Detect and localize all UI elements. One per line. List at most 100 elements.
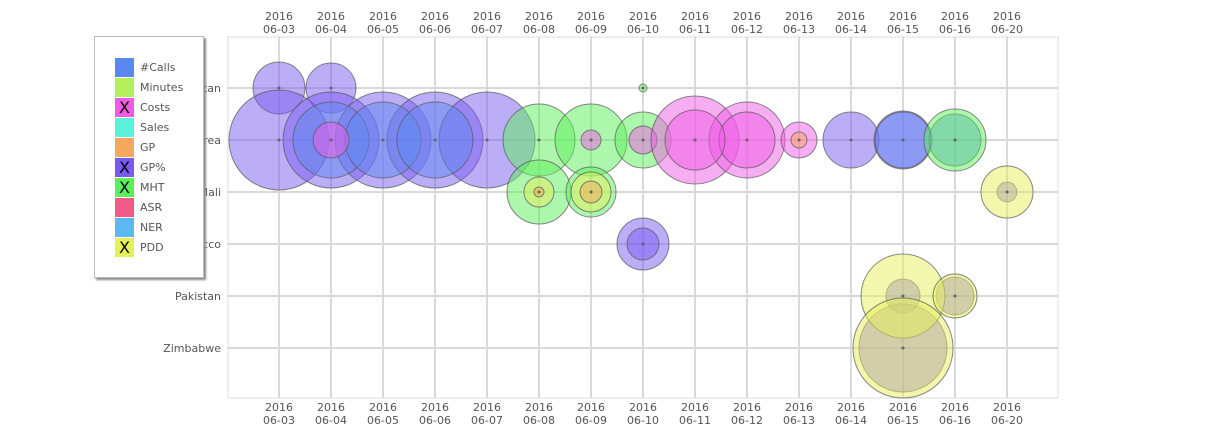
legend-label: Sales <box>140 120 170 134</box>
bubble-center <box>693 138 697 142</box>
x-tick-year: 2016 <box>265 401 293 414</box>
bubble-center <box>589 190 593 194</box>
bubbles <box>228 61 1034 399</box>
x-tick-date: 06-09 <box>575 414 607 427</box>
x-tick-year: 2016 <box>317 401 345 414</box>
legend-label: Minutes <box>140 80 184 94</box>
x-tick-year: 2016 <box>837 10 865 23</box>
x-axis-bottom-labels: 201606-03201606-04201606-05201606-062016… <box>263 401 1023 427</box>
x-tick-year: 2016 <box>993 401 1021 414</box>
x-tick-date: 06-13 <box>783 414 815 427</box>
bubble-center <box>277 138 281 142</box>
legend-swatch <box>115 57 134 77</box>
bubble-center <box>849 138 853 142</box>
legend-swatch <box>115 197 134 217</box>
x-tick-year: 2016 <box>837 401 865 414</box>
bubble-center <box>537 190 541 194</box>
x-tick-year: 2016 <box>889 10 917 23</box>
bubble-center <box>485 138 489 142</box>
x-tick-year: 2016 <box>733 10 761 23</box>
x-tick-year: 2016 <box>525 10 553 23</box>
x-tick-date: 06-12 <box>731 23 763 36</box>
legend-label: PDD <box>140 240 164 254</box>
x-tick-date: 06-06 <box>419 414 451 427</box>
bubble-center <box>901 138 905 142</box>
x-tick-year: 2016 <box>577 10 605 23</box>
bubble-center <box>329 138 333 142</box>
x-tick-date: 06-20 <box>991 414 1023 427</box>
legend-label: #Calls <box>140 60 176 74</box>
legend-swatch: X <box>115 97 134 117</box>
x-tick-date: 06-15 <box>887 23 919 36</box>
x-tick-year: 2016 <box>317 10 345 23</box>
bubble-center <box>901 294 905 298</box>
bubble-center <box>953 294 957 298</box>
legend-item[interactable]: GP <box>115 137 155 157</box>
x-tick-date: 06-10 <box>627 23 659 36</box>
legend-item[interactable]: X GP% <box>115 157 166 177</box>
legend-item[interactable]: X PDD <box>115 237 164 257</box>
x-tick-date: 06-05 <box>367 414 399 427</box>
legend-item[interactable]: ASR <box>115 197 162 217</box>
x-tick-date: 06-03 <box>263 23 295 36</box>
x-tick-date: 06-07 <box>471 414 503 427</box>
x-tick-date: 06-16 <box>939 23 971 36</box>
x-tick-year: 2016 <box>525 401 553 414</box>
x-tick-year: 2016 <box>681 10 709 23</box>
legend-item[interactable]: Sales <box>115 117 169 137</box>
x-tick-year: 2016 <box>889 401 917 414</box>
legend-item[interactable]: Minutes <box>115 77 183 97</box>
x-axis-top-labels: 201606-03201606-04201606-05201606-062016… <box>263 10 1023 36</box>
x-tick-year: 2016 <box>421 401 449 414</box>
x-tick-date: 06-07 <box>471 23 503 36</box>
x-tick-year: 2016 <box>733 401 761 414</box>
x-tick-year: 2016 <box>993 10 1021 23</box>
x-tick-year: 2016 <box>629 401 657 414</box>
legend-swatch <box>115 137 134 157</box>
x-tick-date: 06-14 <box>835 414 867 427</box>
bubble-center <box>1005 190 1009 194</box>
x-tick-year: 2016 <box>577 401 605 414</box>
legend-label: MHT <box>140 180 165 194</box>
bubble-center <box>329 86 333 90</box>
x-tick-year: 2016 <box>785 10 813 23</box>
legend-label: GP <box>140 140 156 154</box>
legend-item[interactable]: X MHT <box>115 177 164 197</box>
legend-label: GP% <box>140 160 166 174</box>
x-tick-date: 06-11 <box>679 414 711 427</box>
x-tick-date: 06-08 <box>523 23 555 36</box>
bubble-center <box>641 86 645 90</box>
legend-swatch <box>115 77 134 97</box>
bubble-center <box>589 138 593 142</box>
legend-swatch: X <box>115 237 134 257</box>
x-tick-year: 2016 <box>473 401 501 414</box>
bubble-center <box>953 138 957 142</box>
x-tick-year: 2016 <box>629 10 657 23</box>
x-tick-year: 2016 <box>473 10 501 23</box>
x-tick-year: 2016 <box>421 10 449 23</box>
x-tick-year: 2016 <box>941 401 969 414</box>
x-tick-year: 2016 <box>369 401 397 414</box>
legend-item[interactable]: X Costs <box>115 97 170 117</box>
x-tick-year: 2016 <box>265 10 293 23</box>
x-tick-year: 2016 <box>681 401 709 414</box>
x-tick-date: 06-14 <box>835 23 867 36</box>
bubble-center <box>901 346 905 350</box>
bubble-center <box>277 86 281 90</box>
legend-swatch <box>115 117 134 137</box>
legend-item[interactable]: #Calls <box>115 57 175 77</box>
legend-label: NER <box>140 220 163 234</box>
x-tick-date: 06-09 <box>575 23 607 36</box>
x-tick-date: 06-15 <box>887 414 919 427</box>
x-tick-date: 06-13 <box>783 23 815 36</box>
legend: #Calls Minutes X Costs Sales GP X GP% X MHT ASR NER… <box>94 36 204 278</box>
legend-swatch: X <box>115 177 134 197</box>
x-tick-date: 06-04 <box>315 414 347 427</box>
legend-label: Costs <box>140 100 171 114</box>
y-tick-label: Zimbabwe <box>163 342 221 355</box>
legend-swatch: X <box>115 157 134 177</box>
legend-item[interactable]: NER <box>115 217 163 237</box>
x-tick-date: 06-06 <box>419 23 451 36</box>
x-tick-year: 2016 <box>369 10 397 23</box>
x-tick-date: 06-11 <box>679 23 711 36</box>
